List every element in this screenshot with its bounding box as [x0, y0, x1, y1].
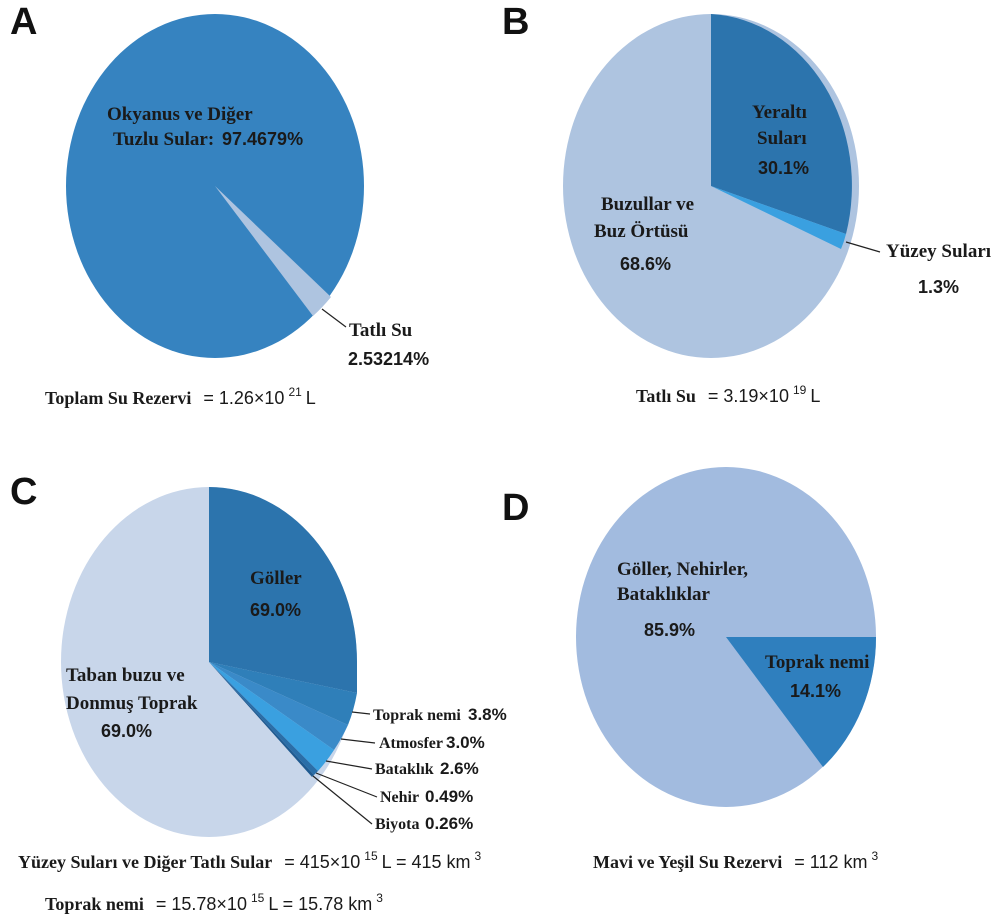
panel-letter-b: B	[502, 1, 529, 43]
pie-c-soil-leader	[351, 711, 371, 715]
pie-c-soil-value: 3.8%	[468, 705, 507, 724]
footer-c-1: Yüzey Suları ve Diğer Tatlı Sular = 415×…	[18, 847, 482, 872]
footer-d-eq: = 112 km	[794, 852, 867, 872]
footer-c1-eq: = 415×10	[284, 852, 360, 872]
pie-c-soil-slice	[209, 662, 357, 725]
pie-b-groundwater-label-line1: Yeraltı	[752, 102, 807, 123]
footer-a: Toplam Su Rezervi = 1.26×10 21 L	[45, 383, 316, 408]
footer-c2-mid: L = 15.78 km	[268, 894, 372, 914]
pie-b-ice-label-line2: Buz Örtüsü	[594, 221, 689, 242]
pie-c-river-leader	[315, 772, 378, 798]
pie-c-soil-label: Toprak nemi	[373, 707, 461, 724]
pie-a-freshwater-slice	[215, 186, 331, 316]
pie-d-soil-slice	[726, 637, 877, 767]
pie-d-lakes-label-line2: Bataklıklar	[617, 584, 710, 605]
pie-c-swamp-slice	[209, 662, 334, 771]
pie-c-river-value: 0.49%	[425, 787, 473, 806]
pie-a-ocean-label-line2: Tuzlu Sular:	[113, 129, 214, 150]
footer-c1-label: Yüzey Suları ve Diğer Tatlı Sular	[18, 852, 272, 872]
pie-c-lakes-label: Göller	[250, 568, 302, 589]
pie-c-groundice-value: 69.0%	[101, 721, 152, 741]
pie-b-groundwater-label-line2: Suları	[757, 128, 807, 149]
pie-b-ice-label-line1: Buzullar ve	[601, 194, 694, 215]
pie-c-groundice-label-line2: Donmuş Toprak	[66, 693, 198, 714]
pie-a-ocean-label-line1: Okyanus ve Diğer	[107, 104, 253, 125]
footer-d-label: Mavi ve Yeşil Su Rezervi	[593, 852, 782, 872]
pie-c-atmosphere-label: Atmosfer	[379, 735, 443, 752]
footer-c1-mid: L = 415 km	[382, 852, 471, 872]
pie-c-atmosphere-slice	[209, 662, 348, 750]
footer-b: Tatlı Su = 3.19×10 19 L	[636, 381, 820, 406]
pie-b-surface-value: 1.3%	[918, 277, 959, 297]
pie-c-biota-leader	[312, 775, 373, 825]
pie-b-surface-leader	[845, 241, 881, 253]
panel-letter-a: A	[10, 1, 37, 43]
panel-letter-c: C	[10, 471, 37, 513]
pie-c-atmosphere-value: 3.0%	[446, 733, 485, 752]
footer-c-2: Toprak nemi = 15.78×10 15 L = 15.78 km 3	[45, 889, 383, 914]
footer-b-eq: = 3.19×10	[708, 386, 789, 406]
pie-c-biota-slice	[209, 662, 314, 777]
pie-b-surface-slice	[711, 186, 846, 249]
pie-c-swamp-value: 2.6%	[440, 759, 479, 778]
footer-d: Mavi ve Yeşil Su Rezervi = 112 km 3	[593, 849, 879, 872]
pie-a-freshwater-leader	[321, 308, 347, 328]
pie-d-lakes-value: 85.9%	[644, 620, 695, 640]
pie-d-soil-label: Toprak nemi	[765, 652, 869, 673]
footer-c2-eq: = 15.78×10	[156, 894, 247, 914]
pie-a-freshwater-value: 2.53214%	[348, 349, 429, 369]
footer-c2-label: Toprak nemi	[45, 894, 144, 914]
pie-b-groundwater-value: 30.1%	[758, 158, 809, 178]
footer-d-exp: 3	[872, 849, 879, 863]
pie-c-river-slice	[209, 662, 318, 775]
pie-c-lakes-slice	[209, 487, 357, 693]
footer-b-label: Tatlı Su	[636, 386, 696, 406]
pie-c-groundice-label-line1: Taban buzu ve	[66, 665, 185, 686]
footer-b-exp: 19	[793, 383, 807, 397]
pie-c-biota-label: Biyota	[375, 816, 419, 833]
pie-c-river-label: Nehir	[380, 789, 419, 806]
footer-a-eq: = 1.26×10	[203, 388, 284, 408]
footer-c2-exp2: 3	[376, 891, 383, 905]
footer-a-label: Toplam Su Rezervi	[45, 388, 191, 408]
pie-d-lakes-label-line1: Göller, Nehirler,	[617, 559, 748, 580]
footer-c1-exp2: 3	[475, 849, 482, 863]
pie-a-freshwater-label: Tatlı Su	[349, 320, 413, 341]
pie-b-surface-label: Yüzey Suları	[886, 241, 991, 262]
pie-d-soil-value: 14.1%	[790, 681, 841, 701]
pie-c-lakes-value: 69.0%	[250, 600, 301, 620]
pie-c-atmosphere-leader	[340, 738, 376, 744]
footer-a-unit: L	[306, 388, 316, 408]
pie-b-groundwater-slice	[711, 14, 852, 234]
footer-a-exp: 21	[288, 385, 302, 399]
pie-b-ice-value: 68.6%	[620, 254, 671, 274]
pie-a-ocean-value: 97.4679%	[222, 129, 303, 149]
pie-c-swamp-label: Bataklık	[375, 761, 434, 778]
footer-b-unit: L	[810, 386, 820, 406]
footer-c2-exp: 15	[251, 891, 265, 905]
footer-c1-exp: 15	[364, 849, 378, 863]
pie-c-biota-value: 0.26%	[425, 814, 473, 833]
pie-c-swamp-leader	[325, 760, 373, 770]
panel-letter-d: D	[502, 487, 529, 529]
